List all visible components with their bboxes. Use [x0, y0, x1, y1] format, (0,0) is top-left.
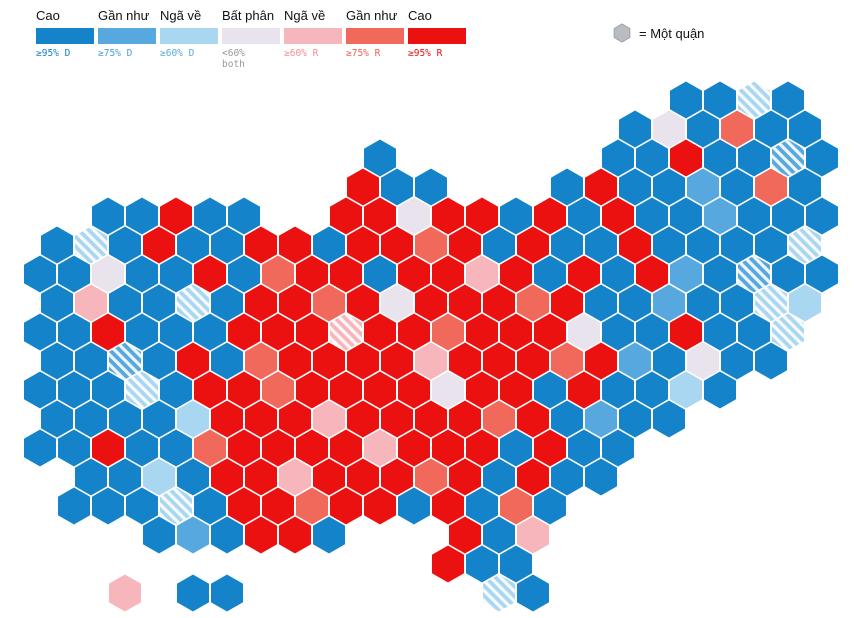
hex-district[interactable] [753, 341, 789, 381]
hex-district[interactable] [702, 370, 738, 410]
hex-district[interactable] [175, 515, 211, 555]
legend-label: Bất phân [222, 8, 275, 23]
hex-district-hatch [481, 573, 517, 613]
legend-item: Bất phân <60% both [222, 8, 282, 71]
hex-district[interactable] [209, 515, 245, 555]
hex-district[interactable] [141, 515, 177, 555]
hexagon-icon-shape [613, 23, 631, 43]
hex-district[interactable] [107, 573, 143, 613]
hex-district[interactable] [515, 573, 551, 613]
hex-district[interactable] [56, 486, 92, 526]
hex-district[interactable] [22, 428, 58, 468]
legend-item: Cao ≥95% D [36, 8, 96, 71]
hexagon-icon [613, 23, 631, 43]
hex-district[interactable] [311, 515, 347, 555]
legend-sublabel: ≥95% R [408, 48, 443, 59]
legend-swatch [160, 28, 218, 44]
legend-swatch [222, 28, 280, 44]
legend-sublabel: ≥75% R [346, 48, 381, 59]
legend-swatch [408, 28, 466, 44]
legend-label: Ngã về [160, 8, 202, 23]
unit-legend: = Một quận [612, 22, 704, 44]
legend: Cao ≥95% D Gần như ≥75% D Ngã về ≥60% D … [36, 8, 468, 71]
legend-item: Cao ≥95% R [408, 8, 468, 71]
hex-district[interactable] [243, 515, 279, 555]
legend-swatch [36, 28, 94, 44]
hex-district[interactable] [175, 573, 211, 613]
unit-label: = Một quận [639, 25, 705, 41]
legend-sublabel: ≥75% D [98, 48, 133, 59]
legend-label: Gần như [98, 8, 150, 23]
hex-district[interactable] [362, 486, 398, 526]
legend-item: Ngã về ≥60% D [160, 8, 220, 71]
legend-label: Ngã về [284, 8, 326, 23]
legend-label: Cao [408, 8, 432, 23]
hex-district[interactable] [90, 486, 126, 526]
legend-label: Gần như [346, 8, 398, 23]
legend-item: Gần như ≥75% R [346, 8, 406, 71]
legend-sublabel: ≥60% R [284, 48, 319, 59]
hex-district[interactable] [396, 486, 432, 526]
legend-sublabel: ≥95% D [36, 48, 71, 59]
hex-district[interactable] [651, 399, 687, 439]
legend-swatch [346, 28, 404, 44]
legend-swatch [98, 28, 156, 44]
hex-district[interactable] [277, 515, 313, 555]
legend-swatch [284, 28, 342, 44]
legend-label: Cao [36, 8, 60, 23]
hex-district[interactable] [430, 544, 466, 584]
legend-sublabel: ≥60% D [160, 48, 195, 59]
legend-item: Gần như ≥75% D [98, 8, 158, 71]
legend-item: Ngã về ≥60% R [284, 8, 344, 71]
legend-sublabel: <60% both [222, 48, 245, 71]
hex-district[interactable] [209, 573, 245, 613]
hex-district[interactable] [583, 457, 619, 497]
